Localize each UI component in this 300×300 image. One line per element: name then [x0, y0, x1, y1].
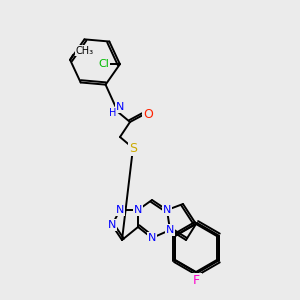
Text: F: F [192, 274, 200, 286]
Text: H: H [109, 108, 117, 118]
Text: N: N [166, 225, 174, 235]
Text: F: F [194, 274, 201, 286]
Text: Cl: Cl [98, 59, 109, 69]
Text: N: N [116, 102, 124, 112]
Text: N: N [134, 205, 142, 215]
Text: N: N [116, 205, 124, 215]
Text: S: S [129, 142, 137, 154]
Text: N: N [148, 233, 156, 243]
Text: N: N [163, 205, 171, 215]
Text: CH₃: CH₃ [75, 46, 93, 56]
Text: O: O [143, 107, 153, 121]
Text: N: N [108, 220, 116, 230]
